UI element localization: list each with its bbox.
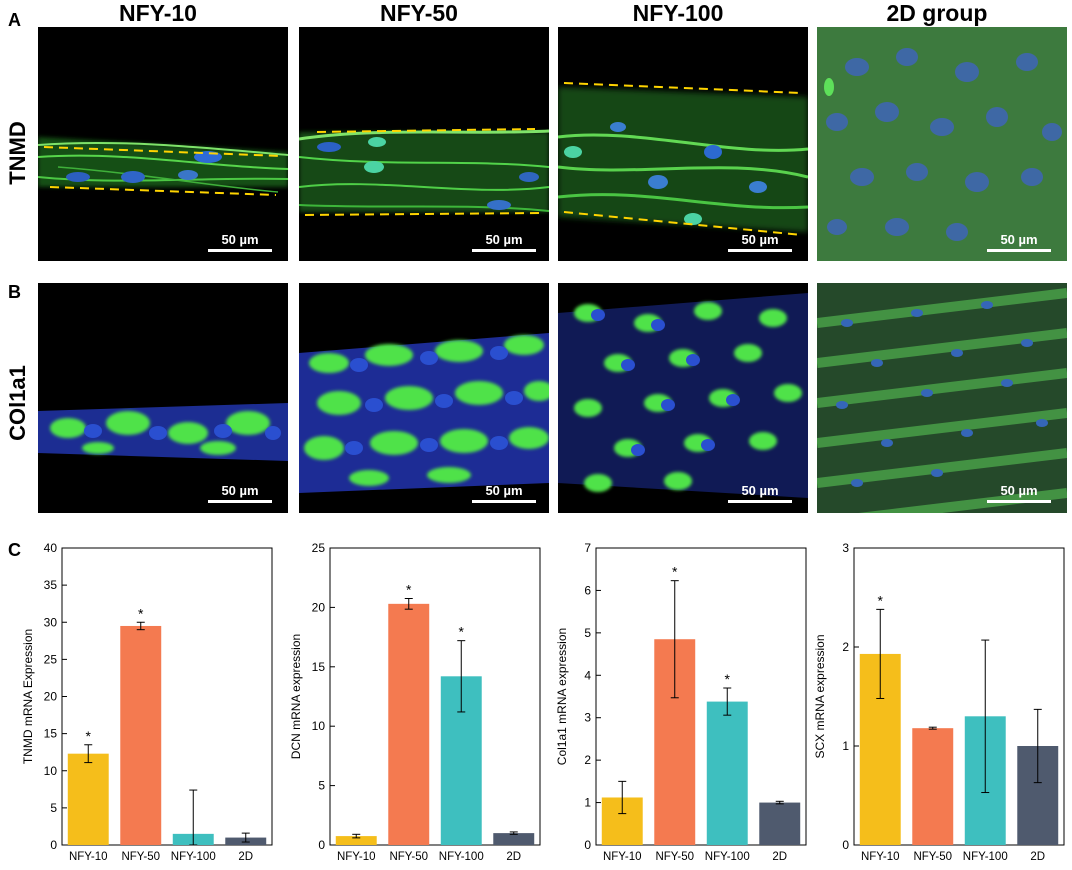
- significance-mark: *: [138, 605, 144, 621]
- x-tick-label: NFY-50: [121, 851, 160, 863]
- chart-tnmd: 0 5 10 15 20 25 30 35 40 TNMD mRNA Expression * NFY…: [20, 540, 280, 865]
- x-tick-label: NFY-10: [861, 851, 900, 863]
- x-tick-label: 2D: [772, 851, 787, 863]
- significance-mark: *: [878, 592, 884, 608]
- x-tick-label: NFY-10: [603, 851, 642, 863]
- x-tick-label: 2D: [1030, 851, 1045, 863]
- y-tick-label: 25: [312, 541, 326, 555]
- scale-bar: 50 µm: [472, 483, 536, 503]
- y-tick-label: 7: [584, 541, 591, 555]
- y-tick-label: 10: [312, 719, 326, 733]
- panel-label-b: B: [8, 282, 21, 302]
- column-header-nfy-50: NFY-50: [380, 0, 458, 26]
- y-tick-label: 2: [584, 753, 591, 767]
- micrograph-tnmd-nfy-10: 50 µm: [38, 27, 288, 261]
- y-tick-label: 20: [312, 600, 326, 614]
- y-tick-label: 40: [44, 541, 58, 555]
- y-tick-label: 5: [584, 626, 591, 640]
- y-tick-label: 15: [312, 660, 326, 674]
- significance-mark: *: [406, 581, 412, 597]
- y-tick-label: 35: [44, 578, 58, 592]
- panel-label-c: C: [8, 540, 21, 560]
- y-tick-label: 3: [584, 711, 591, 725]
- column-header-nfy-100: NFY-100: [632, 0, 724, 26]
- y-tick-label: 1: [842, 739, 849, 753]
- y-axis-label: Col1a1 mRNA expression: [555, 628, 569, 765]
- significance-mark: *: [459, 624, 465, 640]
- y-tick-label: 2: [842, 640, 849, 654]
- micrograph-tnmd-nfy-50: 50 µm: [299, 27, 549, 261]
- y-tick-label: 0: [50, 838, 57, 852]
- row-label-col1a1: COl1a1: [5, 365, 30, 441]
- y-axis-label: SCX mRNA expression: [813, 634, 827, 758]
- x-tick-label: 2D: [506, 851, 521, 863]
- chart-svg: 0 5 10 15 20 25 DCN mRNA expression NFY-10 * NFY-…: [289, 541, 541, 863]
- bar-nfy-10: [67, 753, 109, 845]
- plot-frame: [595, 547, 807, 846]
- y-axis-label: TNMD mRNA Expression: [21, 629, 35, 764]
- micrograph-col1a1-2d-group: 50 µm: [817, 283, 1067, 513]
- y-axis-label: DCN mRNA expression: [289, 634, 303, 759]
- bar-nfy-100: [706, 701, 748, 845]
- chart-svg: 0 1 2 3 4 5 6 7 Col1a1 mRNA expression NFY-10 * NFY…: [555, 541, 807, 863]
- y-tick-label: 0: [842, 838, 849, 852]
- bar-2d: [759, 802, 801, 845]
- y-tick-label: 25: [44, 652, 58, 666]
- y-tick-label: 5: [50, 801, 57, 815]
- x-tick-label: 2D: [238, 851, 253, 863]
- scale-bar: 50 µm: [987, 232, 1051, 252]
- column-header-2d-group: 2D group: [886, 0, 988, 26]
- significance-mark: *: [672, 564, 678, 580]
- y-tick-label: 20: [44, 690, 58, 704]
- scale-bar: 50 µm: [728, 232, 792, 252]
- scale-bar: 50 µm: [472, 232, 536, 252]
- scale-bar: 50 µm: [987, 483, 1051, 503]
- x-tick-label: NFY-50: [913, 851, 952, 863]
- x-tick-label: NFY-100: [705, 851, 750, 863]
- chart-svg: 0 1 2 3 SCX mRNA expression * NFY-10 NFY-50 NFY-…: [813, 541, 1065, 863]
- x-tick-label: NFY-10: [337, 851, 376, 863]
- y-tick-label: 10: [44, 764, 58, 778]
- chart-svg: 0 5 10 15 20 25 30 35 40 TNMD mRNA Expression * NFY…: [21, 541, 273, 863]
- micrograph-tnmd-2d-group: 50 µm: [817, 27, 1067, 261]
- micrograph-col1a1-nfy-100: 50 µm: [558, 283, 808, 513]
- y-tick-label: 0: [584, 838, 591, 852]
- plot-frame: [853, 547, 1065, 846]
- x-tick-label: NFY-100: [963, 851, 1008, 863]
- bar-nfy-50: [120, 625, 162, 845]
- panel-label-a: A: [8, 10, 21, 30]
- scale-bar: 50 µm: [208, 483, 272, 503]
- scale-bar: 50 µm: [208, 232, 272, 252]
- micrograph-col1a1-nfy-10: 50 µm: [38, 283, 288, 513]
- bar-nfy-50: [912, 728, 954, 845]
- bar-2d: [493, 833, 535, 845]
- x-tick-label: NFY-50: [389, 851, 428, 863]
- y-tick-label: 15: [44, 727, 58, 741]
- chart-scx: 0 1 2 3 SCX mRNA expression * NFY-10 NFY-50 NFY-…: [812, 540, 1072, 865]
- significance-mark: *: [725, 671, 731, 687]
- y-tick-label: 30: [44, 615, 58, 629]
- bar-nfy-50: [388, 603, 430, 845]
- chart-col1a1: 0 1 2 3 4 5 6 7 Col1a1 mRNA expression NFY-10 * NFY…: [554, 540, 814, 865]
- y-tick-label: 0: [318, 838, 325, 852]
- micrograph-col1a1-nfy-50: 50 µm: [299, 283, 549, 513]
- column-header-nfy-10: NFY-10: [119, 0, 197, 26]
- significance-mark: *: [86, 728, 92, 744]
- plot-frame: [329, 547, 541, 846]
- x-tick-label: NFY-10: [69, 851, 108, 863]
- bar-nfy-10: [335, 836, 377, 845]
- y-tick-label: 5: [318, 779, 325, 793]
- row-label-tnmd: TNMD: [5, 121, 30, 185]
- scale-bar: 50 µm: [728, 483, 792, 503]
- x-tick-label: NFY-50: [655, 851, 694, 863]
- y-tick-label: 6: [584, 583, 591, 597]
- chart-dcn: 0 5 10 15 20 25 DCN mRNA expression NFY-10 * NFY-…: [288, 540, 548, 865]
- y-tick-label: 3: [842, 541, 849, 555]
- y-tick-label: 4: [584, 668, 591, 682]
- x-tick-label: NFY-100: [439, 851, 484, 863]
- y-tick-label: 1: [584, 796, 591, 810]
- x-tick-label: NFY-100: [171, 851, 216, 863]
- micrograph-tnmd-nfy-100: 50 µm: [558, 27, 808, 261]
